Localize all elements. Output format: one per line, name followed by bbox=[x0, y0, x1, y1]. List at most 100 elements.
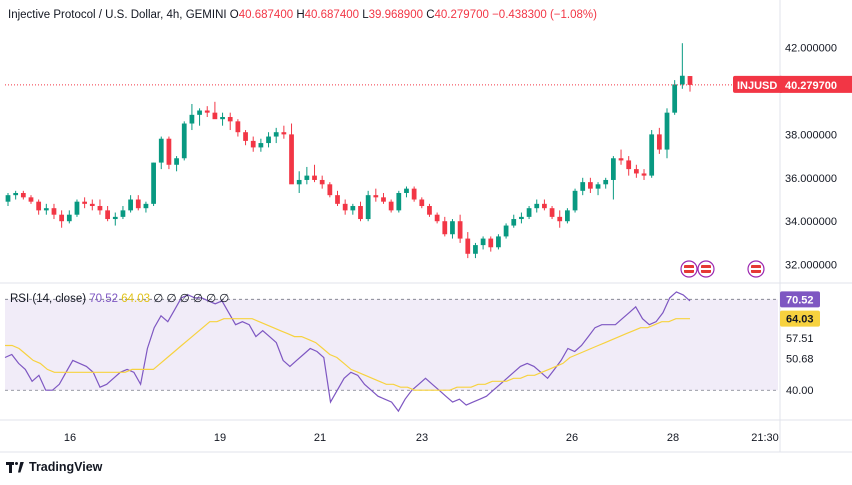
candle-body bbox=[542, 203, 547, 209]
grid-lines bbox=[0, 0, 852, 453]
open-label: O bbox=[229, 9, 239, 21]
candle-body bbox=[20, 192, 26, 198]
candle-body bbox=[534, 203, 540, 209]
candle-body bbox=[120, 210, 126, 217]
candle-body bbox=[227, 117, 233, 122]
candle-body bbox=[588, 182, 593, 189]
candle-body bbox=[197, 110, 202, 115]
candle-body bbox=[89, 203, 95, 207]
rsi-label[interactable]: RSI (14, close) bbox=[10, 293, 87, 305]
rsi-line bbox=[4, 291, 691, 413]
event-flag-icon[interactable] bbox=[697, 260, 715, 278]
candle-body bbox=[128, 199, 133, 211]
price-tick-label: 42.000000 bbox=[785, 43, 837, 55]
close-value: 40.279700 bbox=[434, 9, 489, 21]
price-tag-ticker: INJUSD bbox=[737, 80, 777, 92]
candle-body bbox=[427, 206, 432, 215]
candle-body bbox=[5, 195, 11, 202]
event-lightning-icon[interactable] bbox=[680, 260, 698, 278]
rsi-tick-label: 40.00 bbox=[786, 385, 814, 397]
candle-body bbox=[82, 201, 88, 204]
candle-body bbox=[664, 112, 670, 150]
candle-body bbox=[396, 192, 402, 211]
candle-body bbox=[633, 169, 639, 174]
rsi-value: 70.52 bbox=[89, 293, 119, 305]
candle-body bbox=[419, 199, 425, 207]
candle-body bbox=[649, 134, 655, 176]
candle-body bbox=[135, 199, 141, 209]
event-flag-icon[interactable] bbox=[747, 260, 765, 278]
candle-body bbox=[358, 206, 363, 220]
rsi-header: RSI (14, close) 70.52 64.03 ∅ ∅ ∅ ∅ ∅ ∅ bbox=[10, 291, 229, 305]
candle-body bbox=[565, 210, 570, 222]
close-label: C bbox=[426, 9, 435, 21]
low-label: L bbox=[362, 9, 369, 21]
candle-body bbox=[258, 143, 264, 148]
tradingview-logo[interactable]: TradingView bbox=[6, 460, 102, 474]
candle-body bbox=[335, 195, 340, 204]
candle-body bbox=[166, 138, 172, 165]
candle-body bbox=[519, 216, 524, 220]
time-tick-label: 16 bbox=[64, 432, 76, 444]
candle-body bbox=[526, 208, 532, 217]
candle-body bbox=[465, 238, 471, 254]
candle-body bbox=[13, 192, 19, 196]
candles-group bbox=[5, 43, 780, 259]
rsi-ma-badge bbox=[780, 310, 820, 327]
rsi-value-badge bbox=[780, 291, 820, 308]
rsi-band-fill bbox=[5, 299, 778, 391]
candle-body bbox=[189, 114, 195, 124]
candle-body bbox=[304, 175, 310, 180]
candle-body bbox=[373, 195, 379, 198]
low-value: 39.968900 bbox=[368, 9, 423, 21]
time-tick-label: 21:30 bbox=[751, 432, 779, 444]
candle-body bbox=[473, 245, 478, 254]
candle-body bbox=[434, 214, 440, 222]
open-value: 40.687400 bbox=[238, 9, 294, 21]
candle-body bbox=[595, 184, 601, 189]
candle-body bbox=[350, 206, 356, 211]
event-icon-stripe bbox=[751, 268, 761, 270]
rsi-badge-label: 64.03 bbox=[786, 314, 814, 326]
time-tick-label: 28 bbox=[667, 432, 679, 444]
candle-body bbox=[289, 134, 294, 185]
candle-body bbox=[404, 188, 409, 193]
high-value: 40.687400 bbox=[304, 9, 360, 21]
candle-body bbox=[342, 203, 348, 211]
candle-body bbox=[610, 158, 616, 180]
tradingview-logo-icon bbox=[6, 461, 25, 473]
rsi-ma-line bbox=[5, 318, 690, 391]
candle-body bbox=[411, 188, 417, 200]
candle-body bbox=[66, 214, 72, 222]
rsi-lines bbox=[4, 291, 691, 413]
candle-body bbox=[457, 221, 463, 239]
symbol-header: Injective Protocol / U.S. Dollar, 4h, GE… bbox=[8, 9, 597, 21]
candle-body bbox=[549, 208, 555, 217]
candle-body bbox=[281, 132, 287, 135]
candle-body bbox=[143, 203, 149, 209]
candle-body bbox=[220, 117, 225, 120]
candle-body bbox=[580, 182, 586, 191]
price-tick-label: 36.000000 bbox=[785, 173, 837, 185]
event-icon-stripe bbox=[701, 268, 711, 270]
price-tick-label: 32.000000 bbox=[785, 260, 837, 272]
rsi-badge-label: 70.52 bbox=[786, 294, 814, 306]
candle-body bbox=[672, 84, 678, 113]
price-tag-price: 40.279700 bbox=[785, 80, 837, 92]
candle-body bbox=[158, 138, 164, 163]
symbol-title[interactable]: Injective Protocol / U.S. Dollar, 4h, GE… bbox=[8, 9, 227, 21]
candle-body bbox=[204, 110, 210, 113]
candle-body bbox=[381, 197, 386, 202]
rsi-band bbox=[5, 298, 778, 391]
rsi-tick-label: 50.68 bbox=[786, 353, 814, 365]
event-icon-stripe bbox=[684, 268, 694, 270]
candle-body bbox=[618, 158, 624, 161]
candle-body bbox=[51, 208, 57, 215]
high-label: H bbox=[296, 9, 305, 21]
change-value: −0.438300 (−1.08%) bbox=[492, 9, 597, 21]
candle-body bbox=[273, 132, 279, 137]
price-tag-ticker-bg bbox=[733, 75, 783, 93]
candle-body bbox=[235, 121, 241, 133]
time-tick-label: 23 bbox=[416, 432, 428, 444]
